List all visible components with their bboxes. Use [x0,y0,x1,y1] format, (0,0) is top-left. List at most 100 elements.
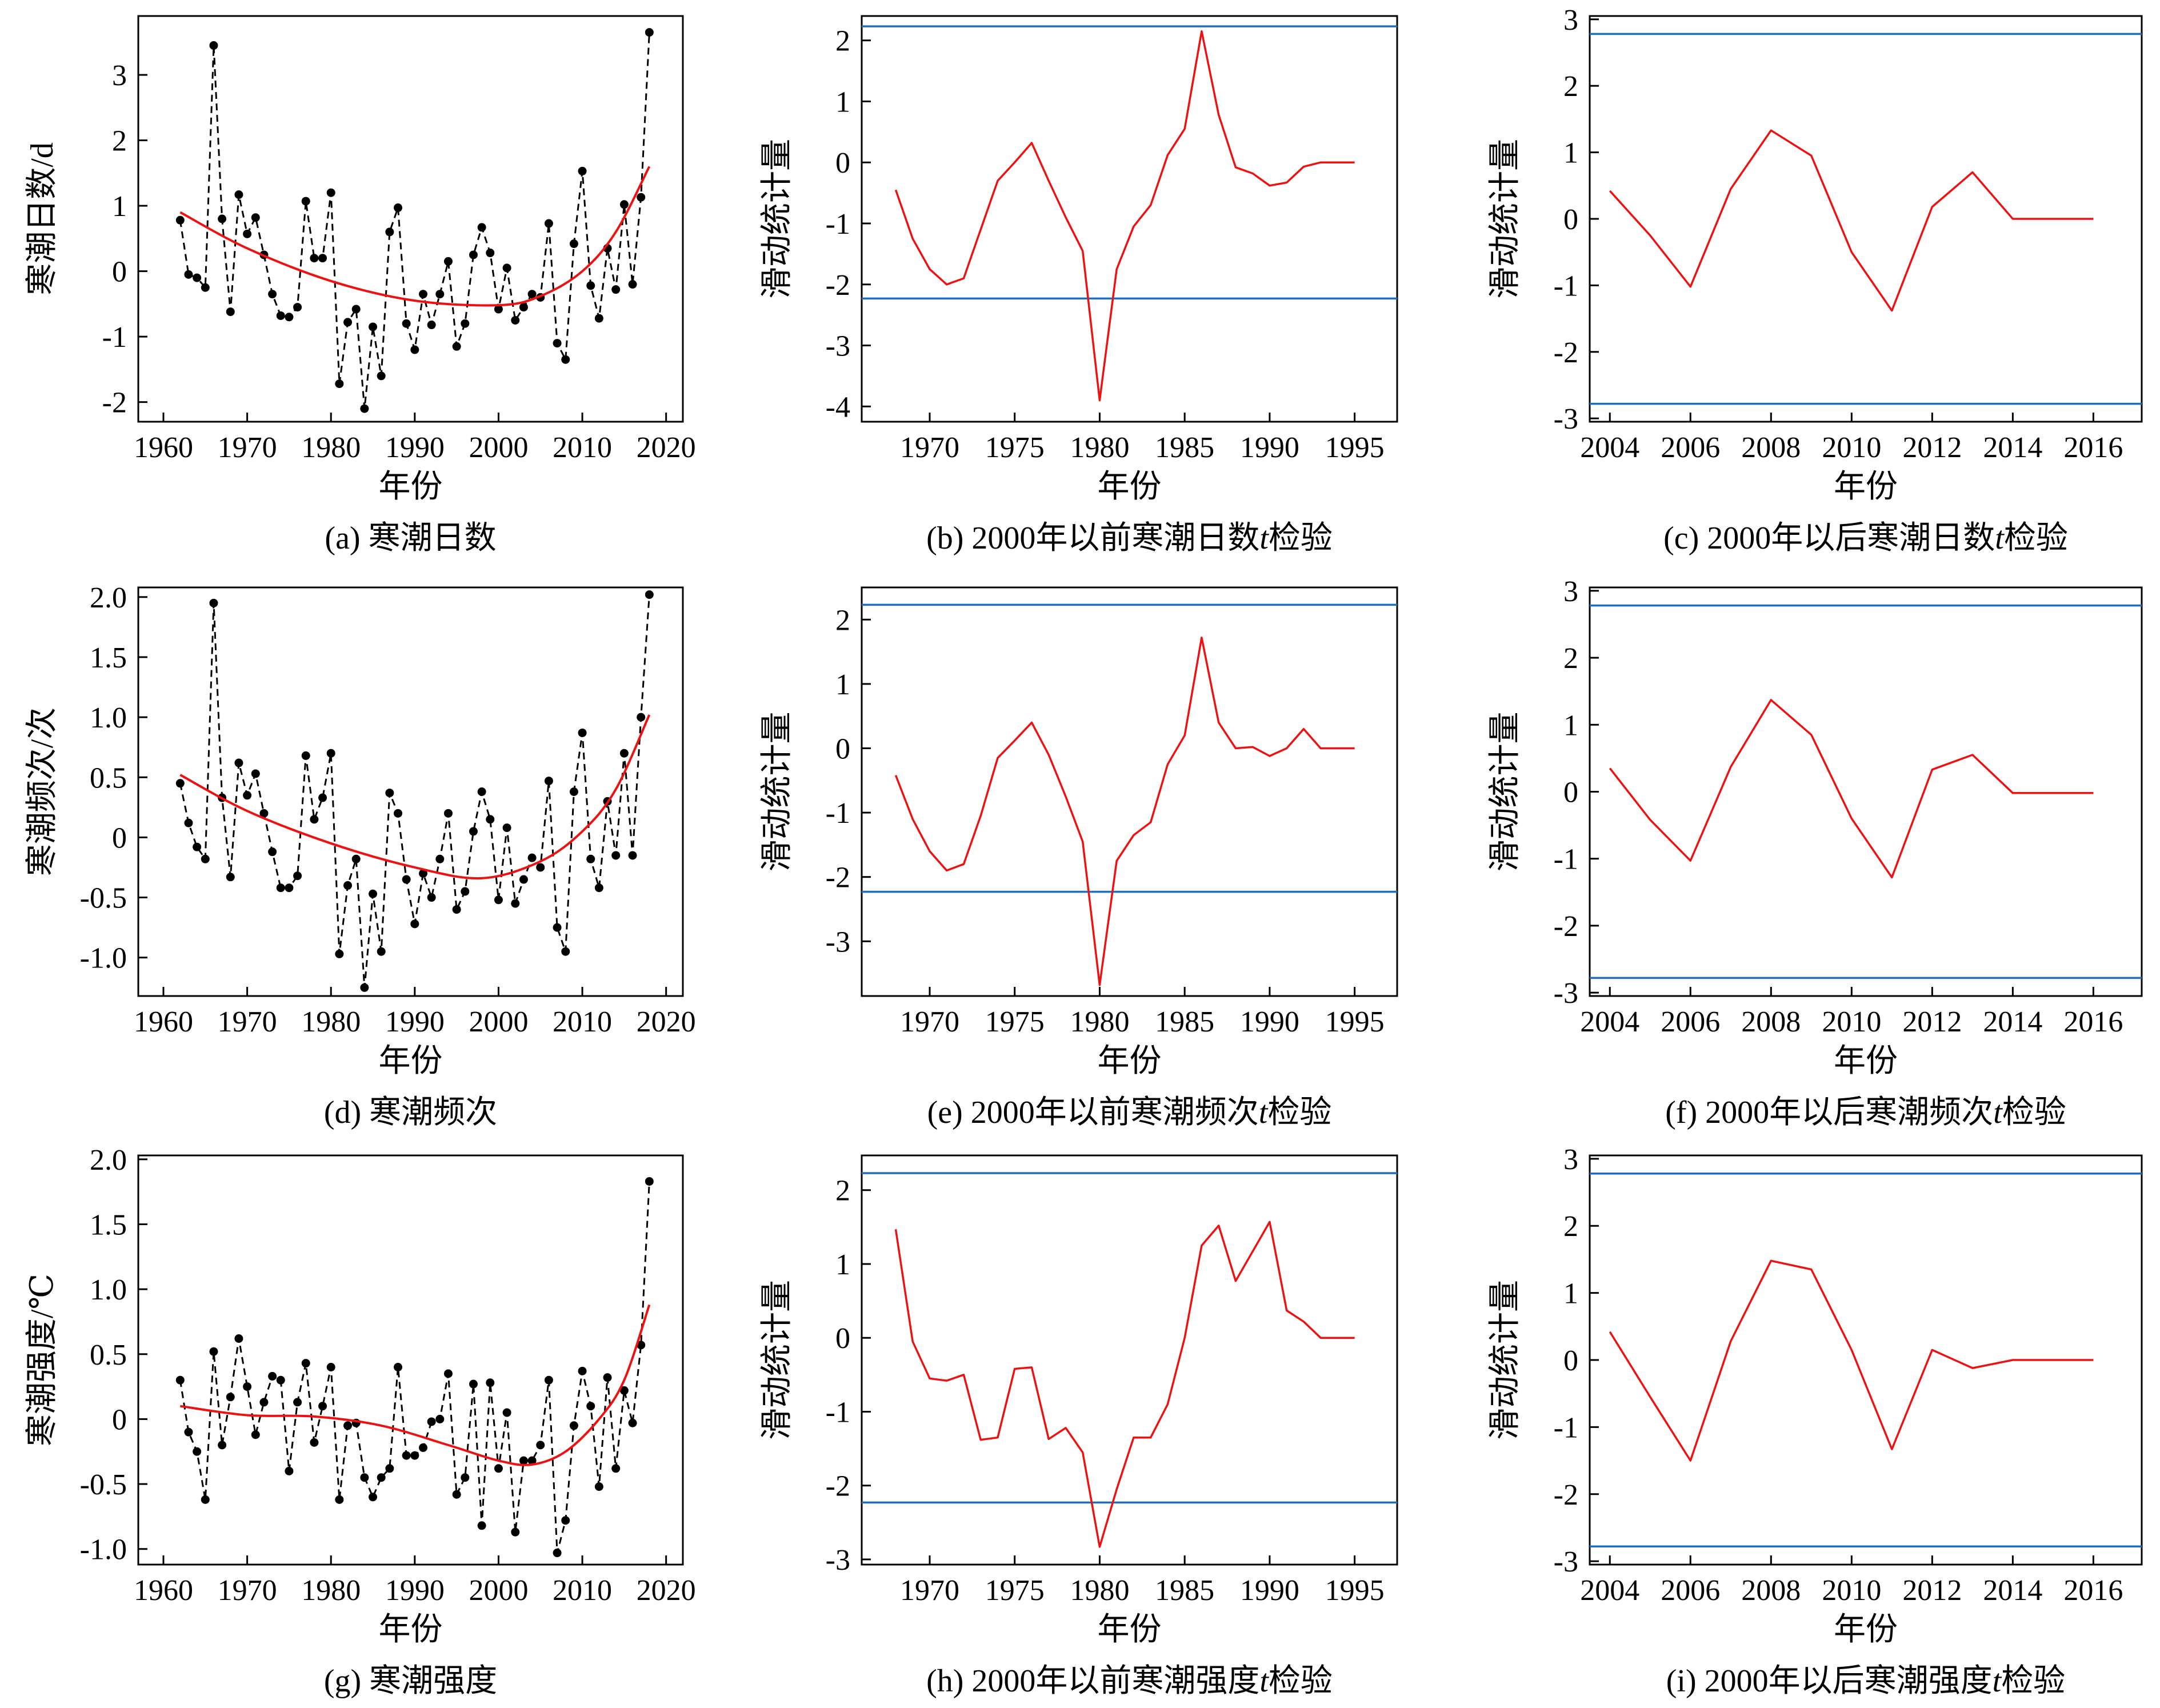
y-tick-label: 3 [112,59,127,92]
data-point [443,257,453,266]
y-tick-label: -1 [826,208,850,241]
data-point [268,290,277,299]
data-point [394,203,403,213]
x-tick-label: 1980 [1070,431,1129,464]
data-point [469,827,478,836]
x-tick-label: 1995 [1325,431,1385,464]
y-tick-label: -3 [1554,977,1578,1010]
data-point [209,598,218,607]
data-point [377,947,386,956]
data-point [435,290,445,299]
data-point [619,200,629,209]
data-point [293,303,302,312]
panel-a: 1960 1970 1980 1990 2000 2010 2020 -2 -1 0 1 2 3 年份 寒潮… [25,15,696,556]
data-point [276,311,285,320]
data-point [369,1493,378,1502]
panel-h: 1970 1975 1980 1985 1990 1995 -3 -2 -1 0 1 2 年份 滑动统计量… [759,1154,1398,1699]
x-tick-label: 1960 [134,431,193,464]
y-tick-label: 2 [835,25,850,58]
data-point [469,1379,478,1389]
y-tick-label: 3 [1563,1143,1578,1176]
data-point [486,815,495,824]
data-point [544,219,553,228]
y-tick-label: 2.0 [90,582,127,614]
data-point [234,1334,243,1343]
caption-text: 检验 [2004,521,2068,556]
data-point [427,893,436,902]
x-tick-label: 2010 [553,1574,612,1607]
y-tick-label: -1 [102,321,127,354]
data-point [343,318,353,327]
data-point [318,254,327,263]
y-tick-label: 1.0 [90,1274,127,1306]
x-tick-label: 1980 [301,1574,361,1607]
data-point [494,1464,503,1473]
x-tick-label: 2010 [1822,431,1881,464]
data-point [394,809,403,818]
data-point [326,188,335,197]
data-point [519,303,528,312]
data-point [326,1363,335,1372]
data-point [637,193,646,202]
panel-caption: (e) 2000年以前寒潮频次t检验 [927,1095,1332,1130]
x-tick-label: 1970 [218,1574,277,1607]
data-point [394,1363,403,1372]
x-axis-title: 年份 [1834,1043,1898,1079]
x-tick-label: 2004 [1580,1006,1639,1038]
data-point [569,239,578,249]
panel-caption: (d) 寒潮频次 [324,1095,497,1130]
panel-caption: (f) 2000年以后寒潮频次t检验 [1665,1095,2066,1130]
data-point [544,1375,553,1385]
y-tick-label: 0 [1563,1345,1578,1377]
data-point [226,873,235,882]
y-tick-label: 2.0 [90,1144,127,1177]
data-point [452,905,461,914]
data-point [201,283,210,292]
panel-e: 1970 1975 1980 1985 1990 1995 -3 -2 -1 0 1 2 年份 滑动统计量… [759,586,1398,1130]
data-point [536,1441,545,1450]
data-point [301,197,310,206]
y-tick-label: 1 [1563,137,1578,170]
data-point [310,815,319,824]
data-point [285,883,294,893]
data-point [427,1417,436,1426]
data-point [193,842,202,851]
x-tick-label: 2008 [1741,1006,1801,1038]
data-point [527,1456,537,1465]
data-point [184,270,193,279]
x-tick-label: 2004 [1580,1574,1639,1607]
data-point [318,793,327,802]
x-tick-label: 2008 [1741,1574,1801,1607]
data-point [293,1398,302,1407]
x-tick-label: 1990 [1240,1574,1299,1607]
y-tick-label: 1 [1563,1278,1578,1310]
data-point [293,871,302,881]
y-tick-label: -1.0 [80,942,127,975]
data-point [343,1421,353,1430]
data-point [427,321,436,330]
y-axis-title: 滑动统计量 [1487,139,1523,299]
data-point [561,355,570,364]
data-point [578,1366,587,1375]
data-point [318,1402,327,1411]
caption-text: (c) 2000年以后寒潮日数 [1663,521,1995,556]
series-statistic-line [894,30,1355,402]
data-point [511,316,520,325]
panel-c: 2004 2006 2008 2010 2012 2014 2016 -3 -2 -1 0 1 2 3 年份… [1487,4,2143,556]
data-point [234,758,243,767]
data-point [477,1521,486,1530]
data-point [435,1414,445,1423]
data-point [418,290,427,299]
data-point [502,1408,511,1417]
panel-f: 2004 2006 2008 2010 2012 2014 2016 -3 -2 -1 0 1 2 3 年份… [1487,575,2143,1130]
data-point [443,1369,453,1378]
x-tick-label: 1990 [1240,1006,1299,1038]
x-tick-label: 1980 [301,431,361,464]
data-point [251,1430,260,1439]
data-point [561,1516,570,1525]
data-point [494,895,503,905]
y-tick-label: -1 [826,1396,850,1429]
plot-frame [861,1154,1398,1566]
data-point [184,1427,193,1437]
y-tick-label: 2 [1563,1210,1578,1243]
